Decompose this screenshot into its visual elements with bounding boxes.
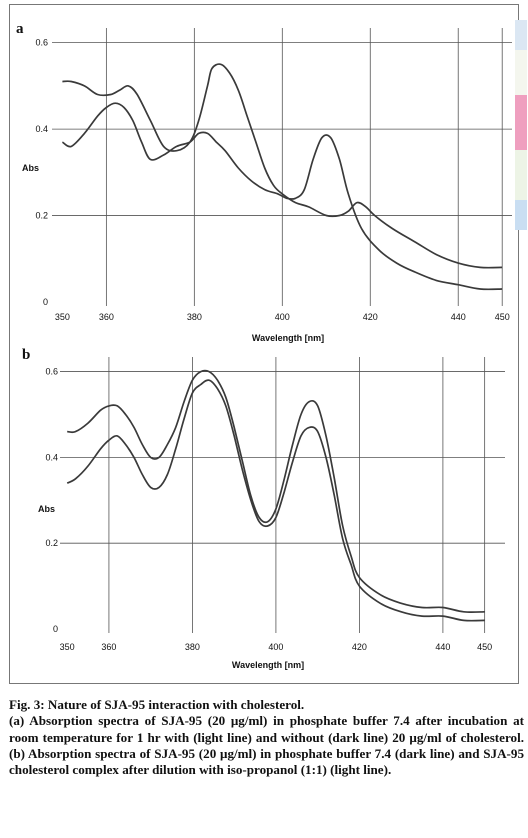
- y-axis-label-b: Abs: [38, 504, 55, 514]
- y-tick-label: 0.4: [45, 452, 58, 462]
- x-tick-label: 420: [363, 312, 378, 322]
- x-ticks-a: 350 360 380 400 420 440 450: [55, 312, 510, 322]
- series-group-a: [61, 63, 503, 291]
- x-tick-label: 400: [275, 312, 290, 322]
- x-tick-label: 380: [185, 642, 200, 652]
- x-tick-label: 440: [435, 642, 450, 652]
- y-tick-label: 0.2: [45, 538, 58, 548]
- x-tick-label: 440: [451, 312, 466, 322]
- series-line-a-2: [61, 102, 503, 291]
- grid-a: [52, 28, 512, 306]
- page-edge-color-strip: [515, 20, 527, 235]
- series-group-b: [66, 369, 485, 622]
- y-tick-label: 0: [53, 624, 58, 634]
- x-tick-label: 360: [101, 642, 116, 652]
- y-tick-label: 0.4: [35, 124, 48, 134]
- chart-panel-b: b 0 0.2 0.4 0.6 350 360 380 400 420 440 450 Abs W…: [22, 347, 505, 670]
- caption-title: Fig. 3: Nature of SJA-95 interaction wit…: [9, 697, 305, 712]
- series-line-b-2: [66, 379, 485, 622]
- caption-body: (a) Absorption spectra of SJA-95 (20 μg/…: [9, 713, 524, 778]
- x-axis-label-b: Wavelength [nm]: [232, 660, 304, 670]
- x-tick-label: 450: [477, 642, 492, 652]
- series-line-a-1: [62, 63, 503, 269]
- x-tick-label: 450: [495, 312, 510, 322]
- y-axis-label-a: Abs: [22, 163, 39, 173]
- y-tick-label: 0.2: [35, 211, 48, 221]
- x-axis-label-a: Wavelength [nm]: [252, 333, 324, 343]
- y-tick-label: 0.6: [35, 38, 48, 48]
- x-tick-label: 350: [55, 312, 70, 322]
- x-tick-label: 360: [99, 312, 114, 322]
- chart-panel-a: a 0 0.2 0.4 0.6 350 360 380 400 420 440 450 Abs W…: [16, 21, 512, 343]
- y-tick-label: 0.6: [45, 367, 58, 377]
- x-tick-label: 350: [60, 642, 75, 652]
- x-tick-label: 380: [187, 312, 202, 322]
- figure-frame: [9, 4, 519, 684]
- x-tick-label: 400: [268, 642, 283, 652]
- x-tick-label: 420: [352, 642, 367, 652]
- series-line-b-1: [67, 369, 485, 614]
- y-ticks-a: 0 0.2 0.4 0.6: [35, 38, 48, 307]
- x-ticks-b: 350 360 380 400 420 440 450: [60, 642, 493, 652]
- panel-label-a: a: [16, 21, 24, 37]
- figure-caption: Fig. 3: Nature of SJA-95 interaction wit…: [9, 697, 524, 778]
- panel-label-b: b: [22, 347, 30, 363]
- y-ticks-b: 0 0.2 0.4 0.6: [45, 367, 58, 634]
- y-tick-label: 0: [43, 297, 48, 307]
